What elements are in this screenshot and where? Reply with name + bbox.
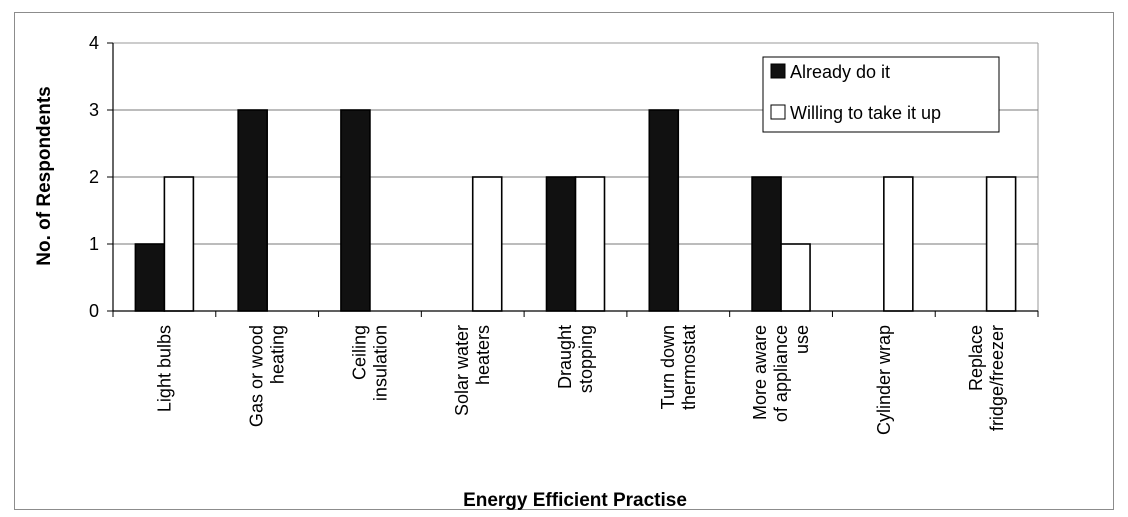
x-tick-label: More aware — [750, 325, 770, 420]
x-tick-label: fridge/freezer — [987, 325, 1007, 431]
y-tick-label: 0 — [89, 301, 99, 321]
bar — [471, 176, 503, 312]
y-axis-label: No. of Respondents — [34, 86, 55, 265]
x-tick-label: Replace — [966, 325, 986, 391]
bar — [751, 176, 782, 312]
bar — [340, 109, 371, 312]
x-tick-label: heating — [268, 325, 288, 384]
bar — [883, 176, 914, 312]
y-tick-label: 4 — [89, 33, 99, 53]
x-tick-label: Draught — [555, 325, 575, 389]
axes: 0 1 2 3 4 Light bulbs Gas or wood heating Ceilin… — [89, 33, 1039, 435]
x-tick-label: Turn down — [658, 325, 678, 409]
bar — [237, 109, 268, 312]
x-tick-label: of appliance — [771, 325, 791, 422]
bar — [985, 176, 1017, 312]
legend-swatch-willing — [770, 104, 786, 120]
x-tick-label: Solar water — [452, 325, 472, 416]
x-tick-label: Gas or wood — [247, 325, 267, 427]
legend: Already do it Willing to take it up — [762, 56, 1000, 133]
x-tick-label: thermostat — [679, 325, 699, 410]
x-tick-label: use — [792, 325, 812, 354]
bar — [134, 243, 166, 312]
y-tick-label: 1 — [89, 234, 99, 254]
bar — [780, 243, 811, 312]
bars — [134, 109, 1017, 312]
bar — [648, 109, 680, 312]
x-tick-label: Cylinder wrap — [874, 325, 894, 435]
x-tick-label: heaters — [473, 325, 493, 385]
bar — [545, 176, 577, 312]
legend-label-already: Already do it — [790, 62, 890, 82]
y-tick-label: 3 — [89, 100, 99, 120]
x-tick-label: Light bulbs — [154, 325, 174, 412]
x-tick-label: stopping — [576, 325, 596, 393]
chart-frame — [14, 12, 1114, 510]
legend-box — [762, 56, 1000, 133]
y-tick-label: 2 — [89, 167, 99, 187]
bar — [574, 176, 606, 312]
x-tick-label: insulation — [370, 325, 390, 401]
x-axis-label: Energy Efficient Practise — [463, 490, 687, 511]
bar — [163, 176, 195, 312]
legend-swatch-already — [770, 63, 786, 79]
legend-label-willing: Willing to take it up — [790, 103, 941, 123]
x-tick-label: Ceiling — [349, 325, 369, 380]
